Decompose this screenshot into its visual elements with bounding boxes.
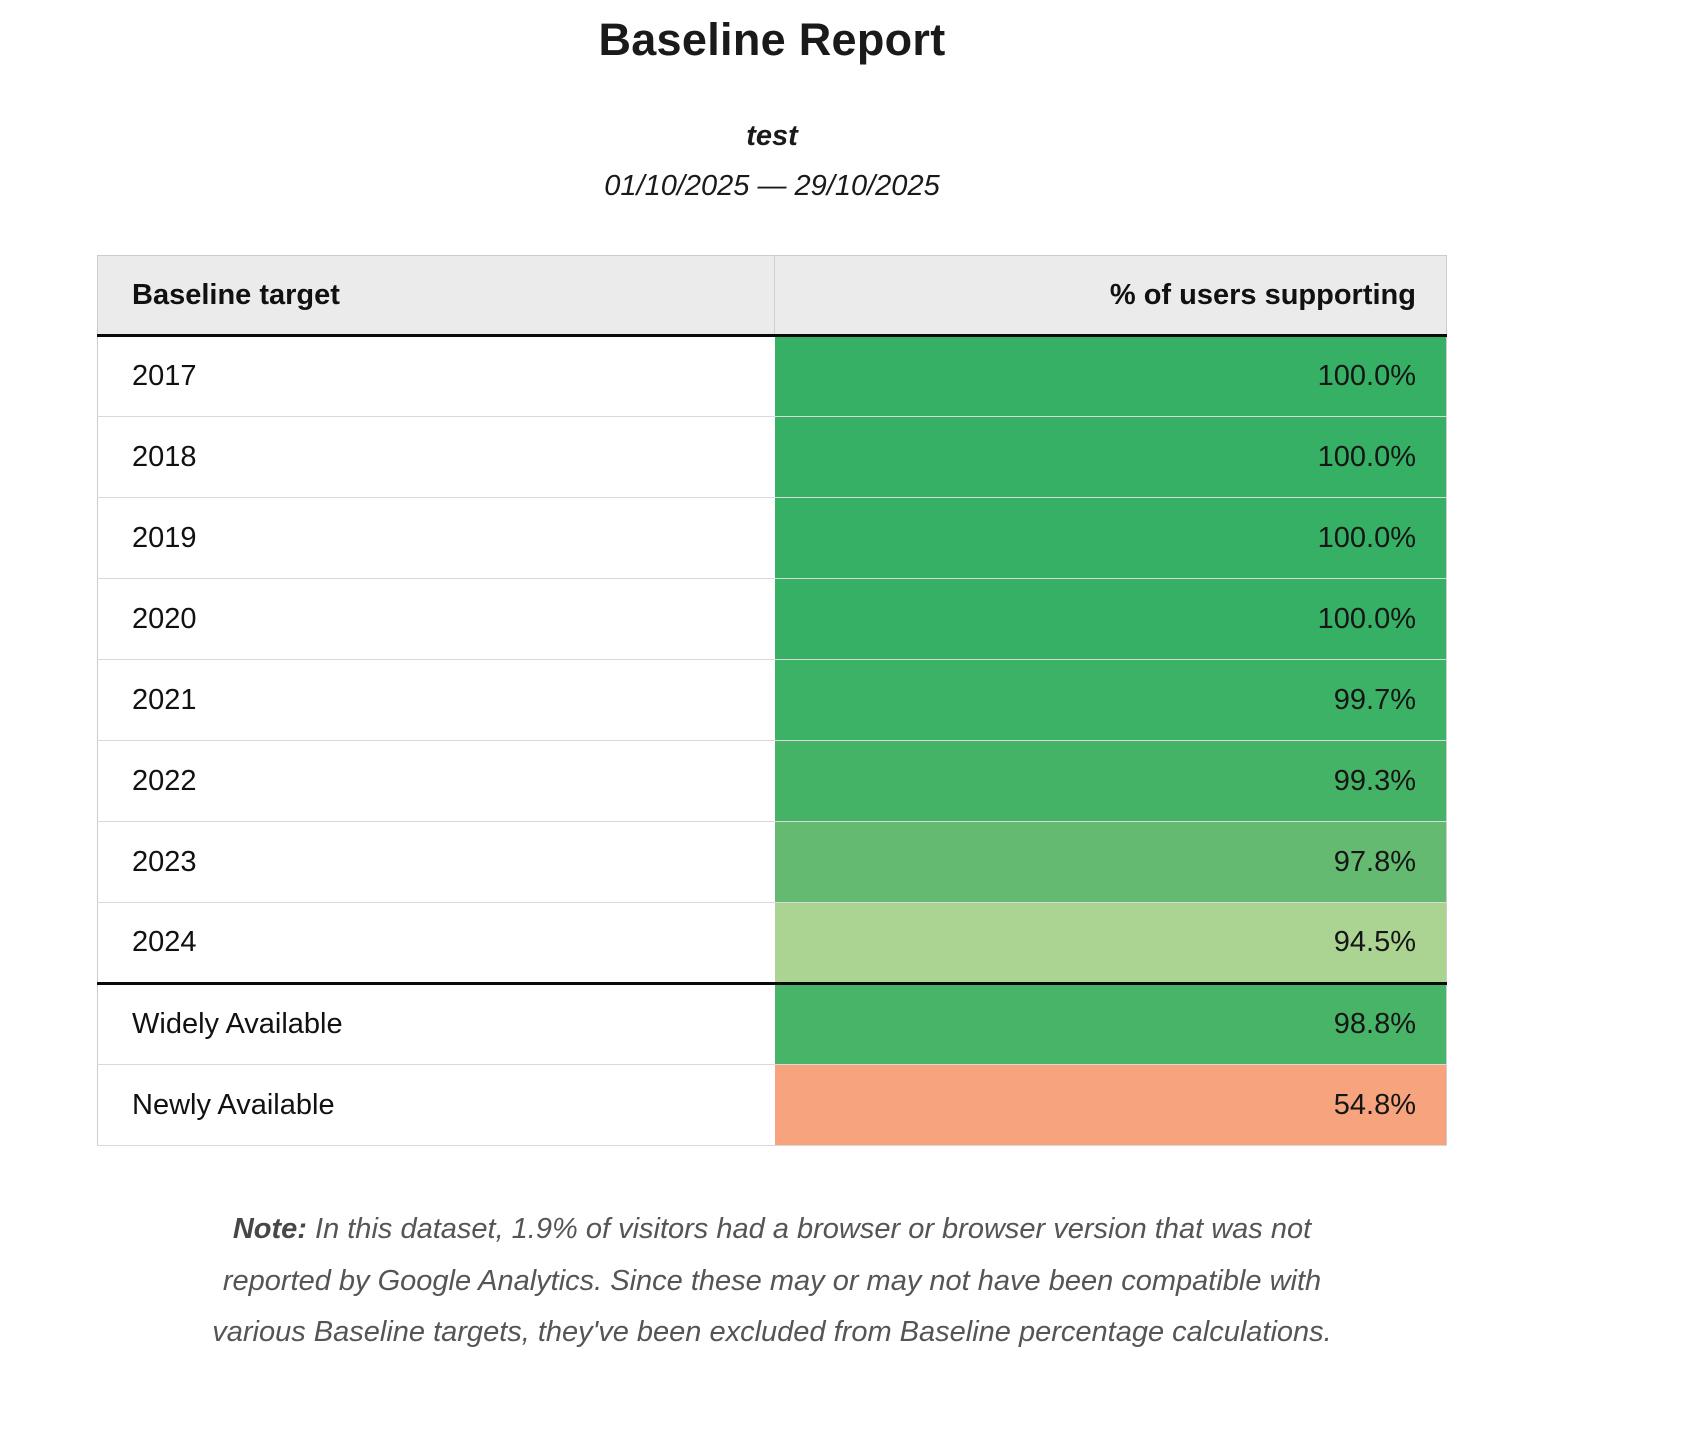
row-percent-value: 98.8% (774, 982, 1447, 1065)
table-row: 2023 97.8% (97, 821, 1447, 903)
row-percent-value: 99.7% (774, 659, 1447, 741)
table-row: 2024 94.5% (97, 902, 1447, 984)
row-percent-value: 100.0% (774, 578, 1447, 660)
note-text: In this dataset, 1.9% of visitors had a … (212, 1213, 1332, 1349)
table-row: 2020 100.0% (97, 578, 1447, 660)
row-percent-value: 97.8% (774, 821, 1447, 903)
row-percent-value: 100.0% (774, 497, 1447, 579)
row-baseline-target: 2018 (97, 416, 775, 498)
table-row: 2017 100.0% (97, 335, 1447, 417)
table-row: Newly Available 54.8% (97, 1064, 1447, 1146)
row-baseline-target: 2020 (97, 578, 775, 660)
row-baseline-target: 2022 (97, 740, 775, 822)
table-row: 2018 100.0% (97, 416, 1447, 498)
row-baseline-target: 2017 (97, 335, 775, 417)
note-label: Note: (232, 1213, 307, 1245)
table-body: 2017 100.0% 2018 100.0% 2019 100.0% 2020… (97, 335, 1447, 1146)
report-note: Note: In this dataset, 1.9% of visitors … (177, 1204, 1367, 1419)
column-header-percent-supporting: % of users supporting (774, 255, 1447, 337)
row-baseline-target: Widely Available (97, 982, 775, 1065)
report-date-range: 01/10/2025 — 29/10/2025 (604, 170, 940, 202)
table-row: 2022 99.3% (97, 740, 1447, 822)
row-baseline-target: 2019 (97, 497, 775, 579)
row-percent-value: 100.0% (774, 335, 1447, 417)
table-row: 2021 99.7% (97, 659, 1447, 741)
column-header-baseline-target: Baseline target (97, 255, 776, 337)
row-percent-value: 94.5% (774, 902, 1447, 984)
row-percent-value: 100.0% (774, 416, 1447, 498)
table-header-row: Baseline target % of users supporting (97, 255, 1447, 337)
row-baseline-target: Newly Available (97, 1064, 775, 1146)
row-baseline-target: 2024 (97, 902, 775, 984)
row-baseline-target: 2021 (97, 659, 775, 741)
page-title: Baseline Report (598, 14, 946, 65)
row-baseline-target: 2023 (97, 821, 775, 903)
table-row: 2019 100.0% (97, 497, 1447, 579)
row-percent-value: 99.3% (774, 740, 1447, 822)
baseline-table: Baseline target % of users supporting 20… (97, 255, 1447, 1146)
table-row: Widely Available 98.8% (97, 982, 1447, 1065)
report-page: Baseline Report test 01/10/2025 — 29/10/… (97, 0, 1447, 1419)
report-subtitle: test (746, 120, 798, 152)
row-percent-value: 54.8% (774, 1064, 1447, 1146)
